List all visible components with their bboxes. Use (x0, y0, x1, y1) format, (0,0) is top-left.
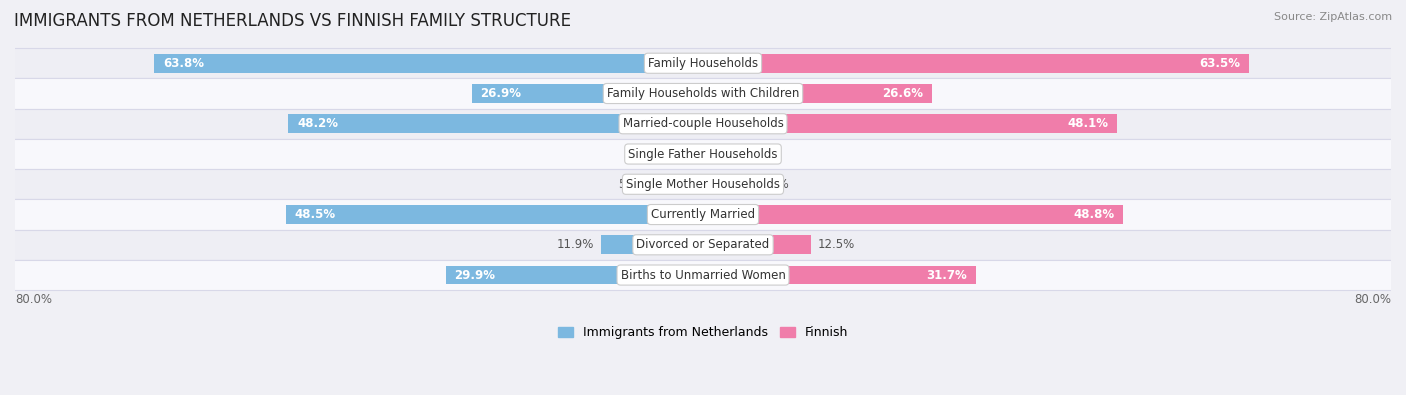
Bar (600, 235, 703, 254)
Text: Single Father Households: Single Father Households (628, 147, 778, 160)
Text: 63.8%: 63.8% (163, 57, 204, 70)
Text: Single Mother Households: Single Mother Households (626, 178, 780, 191)
Bar (446, 266, 703, 284)
Text: Family Households: Family Households (648, 57, 758, 70)
Text: 2.2%: 2.2% (647, 147, 678, 160)
Text: 2.4%: 2.4% (731, 147, 761, 160)
Bar (703, 54, 1249, 73)
Text: 63.5%: 63.5% (1199, 57, 1240, 70)
Legend: Immigrants from Netherlands, Finnish: Immigrants from Netherlands, Finnish (558, 326, 848, 339)
Bar (288, 115, 703, 133)
Bar (703, 175, 752, 194)
FancyBboxPatch shape (11, 48, 1395, 78)
Bar (703, 235, 810, 254)
FancyBboxPatch shape (11, 260, 1395, 290)
FancyBboxPatch shape (11, 109, 1395, 139)
Bar (703, 145, 724, 164)
Text: 26.6%: 26.6% (882, 87, 924, 100)
Bar (155, 54, 703, 73)
Text: Married-couple Households: Married-couple Households (623, 117, 783, 130)
Text: 31.7%: 31.7% (927, 269, 967, 282)
Text: 48.5%: 48.5% (294, 208, 336, 221)
Bar (703, 205, 1122, 224)
Text: Divorced or Separated: Divorced or Separated (637, 238, 769, 251)
Bar (471, 84, 703, 103)
Bar (655, 175, 703, 194)
Text: Source: ZipAtlas.com: Source: ZipAtlas.com (1274, 12, 1392, 22)
Bar (703, 266, 976, 284)
Text: IMMIGRANTS FROM NETHERLANDS VS FINNISH FAMILY STRUCTURE: IMMIGRANTS FROM NETHERLANDS VS FINNISH F… (14, 12, 571, 30)
Text: 80.0%: 80.0% (15, 293, 52, 306)
Bar (703, 84, 932, 103)
Text: 26.9%: 26.9% (481, 87, 522, 100)
Text: 5.7%: 5.7% (759, 178, 789, 191)
Text: 12.5%: 12.5% (817, 238, 855, 251)
Bar (703, 115, 1116, 133)
Bar (685, 145, 703, 164)
Text: 48.2%: 48.2% (297, 117, 337, 130)
Text: 5.6%: 5.6% (619, 178, 648, 191)
FancyBboxPatch shape (11, 199, 1395, 229)
Text: 80.0%: 80.0% (1354, 293, 1391, 306)
FancyBboxPatch shape (11, 139, 1395, 169)
Text: 29.9%: 29.9% (454, 269, 495, 282)
FancyBboxPatch shape (11, 229, 1395, 260)
Text: Births to Unmarried Women: Births to Unmarried Women (620, 269, 786, 282)
Text: Currently Married: Currently Married (651, 208, 755, 221)
FancyBboxPatch shape (11, 78, 1395, 109)
Text: 11.9%: 11.9% (557, 238, 593, 251)
FancyBboxPatch shape (11, 169, 1395, 199)
Text: 48.8%: 48.8% (1073, 208, 1114, 221)
Text: 48.1%: 48.1% (1067, 117, 1108, 130)
Text: Family Households with Children: Family Households with Children (607, 87, 799, 100)
Bar (285, 205, 703, 224)
